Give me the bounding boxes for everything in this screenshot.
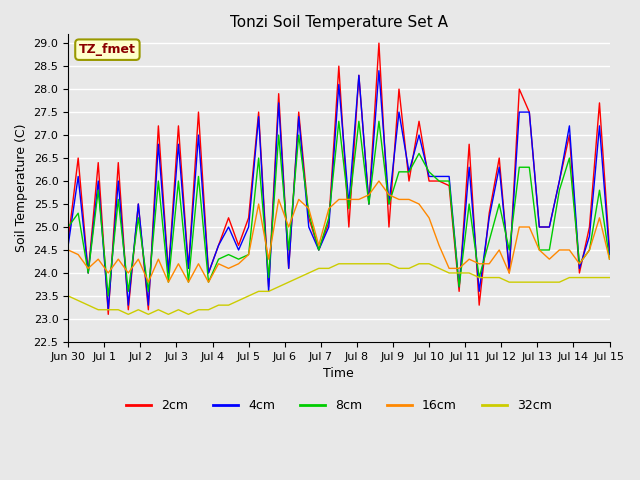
16cm [64, 247, 72, 253]
Line: 32cm: 32cm [68, 264, 609, 314]
Legend: 2cm, 4cm, 8cm, 16cm, 32cm: 2cm, 4cm, 8cm, 16cm, 32cm [121, 395, 557, 417]
4cm [596, 123, 604, 129]
4cm [566, 123, 573, 129]
32cm [275, 284, 282, 289]
16cm [124, 270, 132, 276]
32cm [205, 307, 212, 312]
2cm [134, 201, 142, 207]
2cm [375, 40, 383, 46]
2cm [64, 238, 72, 244]
4cm [134, 201, 142, 207]
X-axis label: Time: Time [323, 367, 354, 380]
32cm [596, 275, 604, 280]
16cm [566, 247, 573, 253]
32cm [605, 275, 613, 280]
4cm [64, 242, 72, 248]
32cm [134, 307, 142, 312]
2cm [275, 91, 282, 96]
8cm [175, 178, 182, 184]
8cm [64, 224, 72, 230]
4cm [605, 252, 613, 257]
8cm [134, 215, 142, 221]
32cm [566, 275, 573, 280]
32cm [124, 312, 132, 317]
2cm [605, 247, 613, 253]
8cm [566, 155, 573, 161]
16cm [596, 215, 604, 221]
32cm [64, 293, 72, 299]
32cm [175, 307, 182, 312]
4cm [375, 68, 383, 73]
8cm [205, 279, 212, 285]
32cm [335, 261, 342, 267]
Line: 16cm: 16cm [68, 181, 609, 282]
2cm [175, 123, 182, 129]
Title: Tonzi Soil Temperature Set A: Tonzi Soil Temperature Set A [230, 15, 448, 30]
8cm [275, 132, 282, 138]
16cm [375, 178, 383, 184]
Line: 2cm: 2cm [68, 43, 609, 314]
16cm [275, 196, 282, 202]
Line: 8cm: 8cm [68, 121, 609, 296]
4cm [175, 142, 182, 147]
8cm [596, 187, 604, 193]
16cm [205, 279, 212, 285]
2cm [104, 312, 112, 317]
4cm [205, 270, 212, 276]
16cm [175, 261, 182, 267]
2cm [566, 132, 573, 138]
2cm [596, 100, 604, 106]
Y-axis label: Soil Temperature (C): Soil Temperature (C) [15, 124, 28, 252]
16cm [145, 279, 152, 285]
4cm [104, 307, 112, 312]
Line: 4cm: 4cm [68, 71, 609, 310]
8cm [335, 119, 342, 124]
4cm [275, 100, 282, 106]
16cm [605, 256, 613, 262]
Text: TZ_fmet: TZ_fmet [79, 43, 136, 56]
8cm [605, 256, 613, 262]
2cm [205, 270, 212, 276]
8cm [104, 293, 112, 299]
